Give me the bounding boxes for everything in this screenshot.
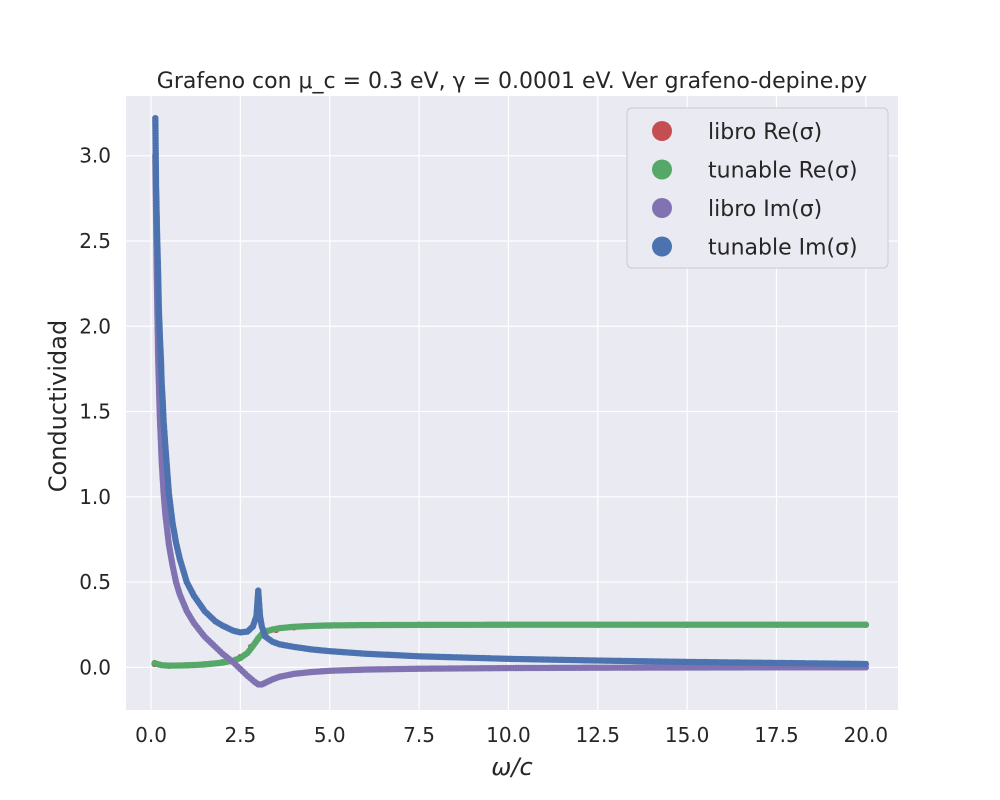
x-tick-label: 12.5	[576, 723, 621, 747]
legend: libro Re(σ) tunable Re(σ) libro Im(σ) tunab…	[626, 107, 889, 269]
legend-marker	[652, 121, 672, 141]
legend-marker	[652, 236, 672, 257]
data-point	[862, 660, 870, 668]
y-tick-label: 2.5	[79, 229, 111, 253]
x-tick-label: 15.0	[665, 723, 710, 747]
x-tick-label: 5.0	[314, 723, 346, 747]
y-axis-label: Conductividad	[44, 320, 72, 492]
y-tick-label: 1.0	[79, 485, 111, 509]
y-tick-label: 3.0	[79, 144, 111, 168]
legend-label: libro Re(σ)	[708, 120, 822, 145]
tick-labels: 0.0 2.5 5.0 7.5 10.0 12.5 15.0 17.5 20.0 0.0 0.5 1.…	[79, 144, 888, 747]
legend-label: tunable Re(σ)	[708, 159, 858, 184]
legend-label: tunable Im(σ)	[708, 236, 858, 261]
x-tick-label: 20.0	[844, 723, 889, 747]
y-tick-label: 0.5	[79, 570, 111, 594]
y-tick-label: 0.0	[79, 655, 111, 679]
legend-box	[626, 107, 889, 269]
x-tick-label: 0.0	[135, 723, 167, 747]
legend-marker	[652, 159, 672, 180]
x-tick-label: 10.0	[486, 723, 531, 747]
x-axis-label: ω/c	[491, 753, 532, 781]
x-tick-label: 17.5	[754, 723, 799, 747]
y-tick-label: 2.0	[79, 314, 111, 338]
legend-marker	[652, 198, 672, 218]
data-points	[151, 114, 870, 688]
data-point	[862, 621, 870, 628]
chart-title: Grafeno con μ_c = 0.3 eV, γ = 0.0001 eV.…	[157, 69, 867, 94]
x-tick-label: 7.5	[403, 723, 435, 747]
series-3	[152, 114, 870, 668]
y-tick-label: 1.5	[79, 400, 111, 424]
legend-label: libro Im(σ)	[708, 197, 822, 222]
x-tick-label: 2.5	[224, 723, 256, 747]
